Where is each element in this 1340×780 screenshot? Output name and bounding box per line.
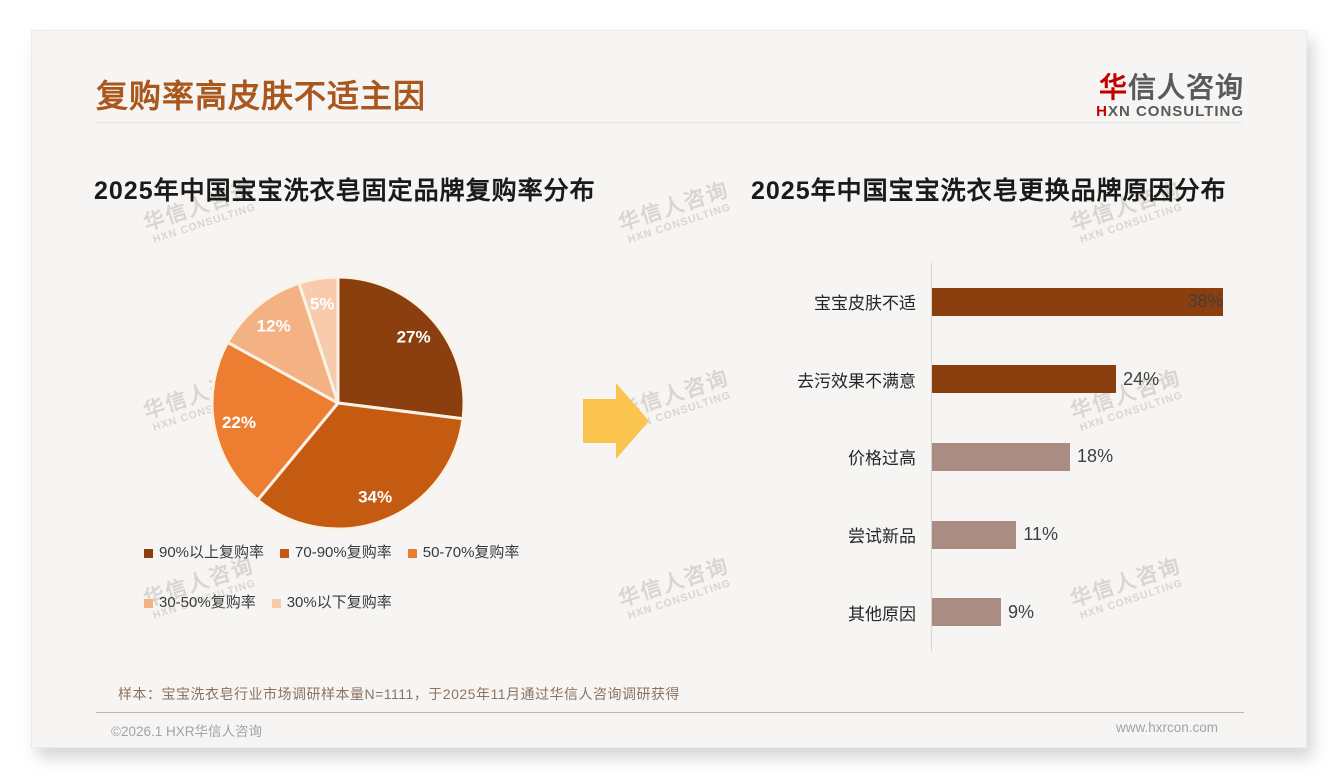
bar-row: 尝试新品 11%: [741, 496, 1286, 574]
watermark: 华信人咨询 HXN CONSULTING: [615, 178, 736, 247]
legend-item: 50-70%复购率: [407, 543, 520, 563]
pie-slice: [256, 401, 465, 531]
bar-row: 宝宝皮肤不适 38%: [741, 263, 1286, 341]
watermark: 华信人咨询 HXN CONSULTING: [615, 554, 736, 623]
pie-slice: [297, 275, 340, 405]
bar-track: 11%: [924, 520, 1286, 549]
slide-card: 华信人咨询 HXN CONSULTING 华信人咨询 HXN CONSULTING 华信…: [31, 30, 1307, 748]
legend-item: 30-50%复购率: [144, 593, 256, 613]
bar-value-label: 9%: [1008, 601, 1035, 622]
bar-track: 24%: [924, 365, 1286, 394]
bar: [932, 287, 1224, 316]
footer-divider: [96, 712, 1244, 713]
bar-track: 9%: [924, 598, 1286, 627]
flow-arrow-icon: [583, 383, 649, 459]
legend-marker-icon: [280, 548, 290, 558]
pie-slice-label: 34%: [358, 488, 392, 507]
watermark-line2: HXN CONSULTING: [626, 201, 733, 246]
bar: [932, 598, 1002, 627]
bar-value-label: 24%: [1123, 368, 1160, 389]
bar-value-label: 18%: [1077, 446, 1114, 467]
bar: [932, 520, 1017, 549]
watermark-line2: HXN CONSULTING: [151, 201, 258, 246]
pie-slice: [226, 281, 340, 405]
bar-row: 去污效果不满意 24%: [741, 341, 1286, 419]
bar-track: 18%: [924, 442, 1286, 471]
company-logo: 华信人咨询 HXN CONSULTING: [1096, 73, 1244, 121]
bar-value-label: 38%: [1187, 291, 1224, 312]
watermark-line2: HXN CONSULTING: [626, 577, 733, 622]
legend-item: 70-90%复购率: [280, 543, 392, 563]
pie-slice-label: 27%: [397, 327, 431, 346]
pie-chart: 27% 34% 22% 12% 5%: [208, 272, 470, 534]
bar-row: 价格过高 18%: [741, 418, 1286, 496]
website-text: www.hxrcon.com: [1115, 720, 1218, 735]
bar: [932, 442, 1071, 471]
legend-label: 30-50%复购率: [159, 594, 256, 611]
bar-value-label: 11%: [1023, 524, 1059, 545]
bar-chart: 宝宝皮肤不适 38% 去污效果不满意 24% 价格过高 18% 尝试新品 11% 其他原因 9%: [741, 263, 1286, 651]
bar-category-label: 其他原因: [848, 604, 916, 624]
legend-label: 90%以上复购率: [159, 544, 265, 561]
bar-row: 其他原因 9%: [741, 573, 1286, 651]
pie-slice-label: 12%: [257, 316, 291, 335]
bar-category-label: 价格过高: [848, 449, 916, 469]
header-divider: [96, 122, 1242, 123]
bar-track: 38%: [924, 287, 1286, 316]
watermark-line1: 华信人咨询: [615, 554, 733, 612]
legend-item: 30%以下复购率: [271, 593, 392, 613]
bar-category-label: 去污效果不满意: [797, 371, 916, 391]
pie-slice: [210, 340, 340, 502]
bar-chart-axis: [931, 263, 932, 651]
legend-label: 70-90%复购率: [295, 544, 392, 561]
watermark-line1: 华信人咨询: [615, 178, 733, 236]
legend-marker-icon: [271, 598, 281, 608]
watermark-line2: HXN CONSULTING: [1078, 201, 1185, 246]
legend-label: 30%以下复购率: [286, 594, 392, 611]
pie-slice: [336, 275, 466, 421]
logo-chinese-name: 华信人咨询: [1098, 72, 1244, 103]
page-title: 复购率高皮肤不适主因: [96, 78, 427, 114]
bar-category-label: 宝宝皮肤不适: [814, 294, 916, 314]
pie-chart-title: 2025年中国宝宝洗衣皂固定品牌复购率分布: [94, 177, 596, 205]
pie-legend: 90%以上复购率 70-90%复购率 50-70%复购率 30-50%复购率 30%以下…: [144, 543, 614, 613]
sample-note: 样本：宝宝洗衣皂行业市场调研样本量N=1111，于2025年11月通过华信人咨询…: [118, 686, 680, 702]
legend-marker-icon: [144, 548, 153, 558]
pie-slice-label: 5%: [310, 294, 335, 313]
copyright-text: ©2026.1 HXR华信人咨询: [111, 724, 262, 739]
bar-chart-title: 2025年中国宝宝洗衣皂更换品牌原因分布: [751, 177, 1227, 205]
legend-marker-icon: [144, 598, 153, 608]
logo-english-name: HXN CONSULTING: [1096, 103, 1244, 120]
legend-label: 50-70%复购率: [422, 544, 520, 561]
bar: [932, 365, 1117, 394]
legend-marker-icon: [407, 548, 417, 558]
bar-category-label: 尝试新品: [848, 527, 916, 547]
pie-slice-label: 22%: [222, 413, 256, 432]
legend-item: 90%以上复购率: [144, 543, 264, 563]
